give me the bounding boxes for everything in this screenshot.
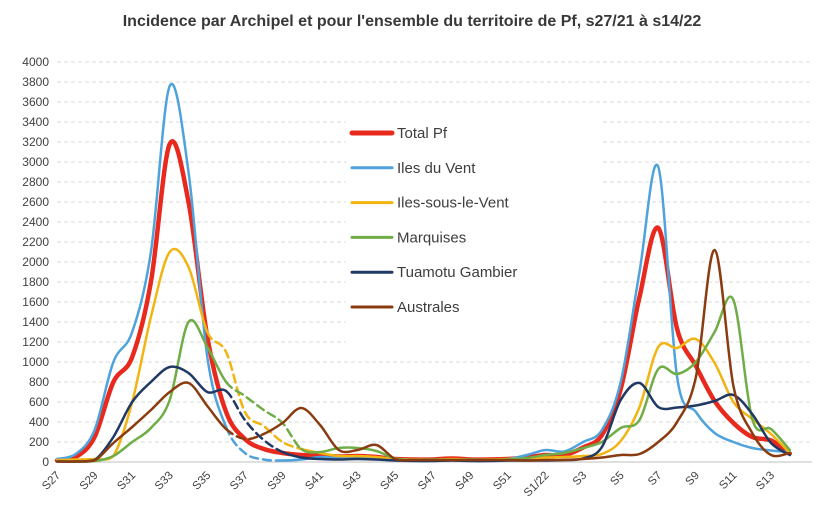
series-australes	[55, 248, 792, 463]
x-tick-label: S31	[115, 470, 138, 493]
y-tick-label: 1600	[22, 295, 49, 309]
x-tick-label: S11	[717, 470, 739, 492]
series-tuamotu-gambier	[55, 365, 792, 463]
y-tick-label: 3400	[22, 115, 49, 129]
y-tick-label: 3000	[22, 155, 49, 169]
x-tick-label: S3	[571, 470, 589, 488]
series-segment	[55, 247, 209, 462]
series-segment	[262, 248, 792, 462]
x-tick-label: S13	[754, 470, 777, 493]
y-tick-label: 4000	[22, 55, 49, 69]
y-tick-label: 2200	[22, 235, 49, 249]
y-tick-label: 2400	[22, 215, 49, 229]
x-tick-label: S51	[491, 470, 514, 493]
y-tick-label: 1400	[22, 315, 49, 329]
legend-label-tuamotu-gambier: Tuamotu Gambier	[397, 264, 517, 281]
legend-label-iles-du-vent: Iles du Vent	[397, 160, 476, 177]
series-segment	[55, 381, 228, 463]
x-tick-label: S45	[378, 470, 401, 493]
series-lines	[54, 82, 793, 463]
x-tick-label: S5	[608, 470, 626, 488]
legend-label-australes: Australes	[397, 299, 460, 316]
x-tick-label: S39	[266, 470, 289, 493]
legend-label-total-pf: Total Pf	[397, 125, 448, 142]
x-tick-label: S47	[416, 470, 439, 493]
x-tick-label: S29	[78, 470, 101, 493]
x-tick-label: S37	[228, 470, 251, 493]
legend-background	[346, 114, 600, 346]
y-tick-label: 3800	[22, 75, 49, 89]
x-tick-label: S35	[190, 470, 213, 493]
y-tick-label: 2600	[22, 195, 49, 209]
y-tick-label: 3600	[22, 95, 49, 109]
y-tick-label: 600	[29, 395, 49, 409]
x-tick-label: S7	[646, 470, 664, 488]
y-tick-label: 200	[29, 435, 49, 449]
series-iles-sous-le-vent	[55, 247, 792, 462]
x-tick-label: S33	[153, 470, 176, 493]
y-tick-label: 1000	[22, 355, 49, 369]
series-segment	[55, 82, 228, 461]
y-tick-label: 1800	[22, 275, 49, 289]
series-segment	[300, 337, 792, 461]
x-tick-label: S1/22	[522, 470, 552, 500]
series-segment	[300, 295, 792, 462]
x-tick-label: S27	[40, 470, 63, 493]
x-tick-label: S43	[341, 470, 364, 493]
y-tick-label: 1200	[22, 335, 49, 349]
series-segment-estimated	[206, 330, 303, 451]
y-axis-labels: 0 200 400 600 800 1000 1200 1400 1600 1800 2000 220…	[22, 55, 49, 469]
y-tick-label: 0	[42, 455, 49, 469]
legend-label-marquises: Marquises	[397, 229, 466, 246]
y-tick-label: 800	[29, 375, 49, 389]
x-tick-label: S9	[684, 470, 702, 488]
x-tick-label: S49	[454, 470, 477, 493]
series-segment-estimated	[224, 380, 303, 451]
y-tick-label: 400	[29, 415, 49, 429]
chart-title: Incidence par Archipel et pour l'ensembl…	[123, 13, 702, 30]
chart-legend: Total Pf Iles du Vent Iles-sous-le-Vent Mar…	[346, 114, 600, 346]
y-tick-label: 2800	[22, 175, 49, 189]
series-segment-estimated	[224, 389, 284, 454]
y-tick-label: 2000	[22, 255, 49, 269]
series-segment-estimated	[224, 425, 284, 462]
x-axis-labels: S27 S29 S31 S33 S35 S37 S39 S41 S43 S45 S47 S49 S51 S…	[40, 470, 777, 500]
legend-label-iles-sous-le-vent: Iles-sous-le-Vent	[397, 195, 510, 212]
series-segment-estimated	[224, 427, 265, 441]
x-tick-label: S41	[303, 470, 326, 493]
y-tick-label: 3200	[22, 135, 49, 149]
